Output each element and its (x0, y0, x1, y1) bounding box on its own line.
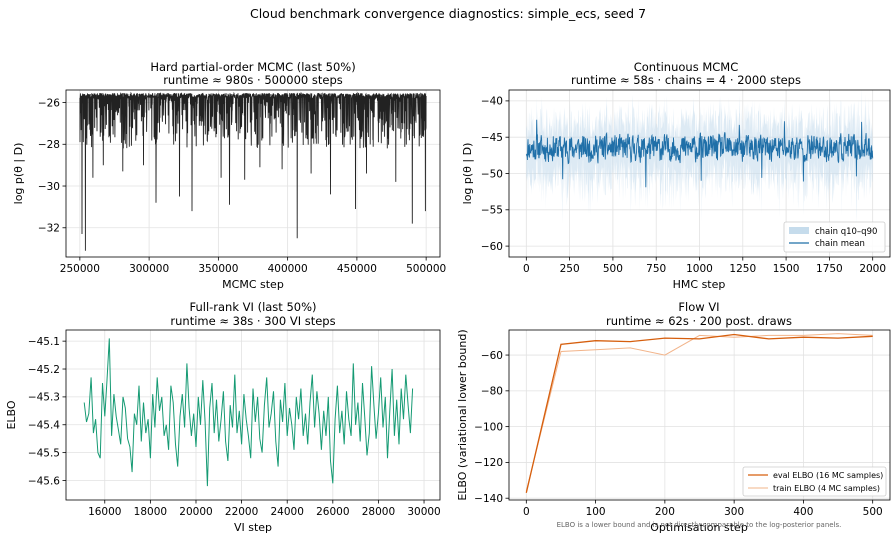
legend-label-eval: eval ELBO (16 MC samples) (773, 471, 883, 480)
mcmc-trace-line (79, 91, 427, 251)
chain-mean-line (525, 119, 874, 188)
x-tick-label: 200 (655, 506, 675, 518)
panel2-title-line2: runtime ≈ 58s · chains = 4 · 2000 steps (571, 73, 801, 87)
x-tick-label: 450000 (337, 263, 377, 275)
x-tick-label: 24000 (271, 506, 304, 518)
panel2-legend-box (783, 221, 886, 253)
x-tick-label: 300000 (129, 263, 169, 275)
x-tick-label: 1500 (773, 263, 800, 275)
y-tick-label: −60 (481, 241, 503, 253)
y-tick-label: −120 (474, 457, 503, 469)
train-elbo-line (525, 333, 873, 492)
legend-label-band: chain q10–q90 (815, 227, 877, 237)
panel2-ylabel: log p(θ | D) (461, 143, 474, 205)
panel4-legend: eval ELBO (16 MC samples) train ELBO (4 … (742, 466, 887, 497)
y-tick-label: −45.4 (28, 420, 60, 432)
legend-label-train: train ELBO (4 MC samples) (773, 484, 880, 493)
y-tick-label: −140 (474, 493, 503, 505)
panel1-title-line2: runtime ≈ 980s · 500000 steps (163, 73, 343, 87)
x-tick-label: 750 (646, 263, 666, 275)
panel2-plot-frame (508, 89, 891, 258)
panel-hard-mcmc: Hard partial-order MCMC (last 50%) runti… (12, 60, 446, 291)
panel3-xlabel: VI step (234, 521, 272, 534)
y-tick-label: −80 (481, 386, 503, 398)
figure-suptitle: Cloud benchmark convergence diagnostics:… (250, 6, 646, 21)
panel-fullrank-vi: Full-rank VI (last 50%) runtime ≈ 38s · … (5, 300, 441, 534)
figure-footnote: ELBO is a lower bound and is not directl… (557, 521, 842, 529)
y-tick-label: −50 (481, 168, 503, 180)
panel2-title-line1: Continuous MCMC (634, 60, 739, 74)
eval-elbo-line (525, 333, 873, 493)
x-tick-label: 28000 (362, 506, 395, 518)
x-tick-label: 100 (586, 506, 606, 518)
y-tick-label: −60 (481, 350, 503, 362)
x-tick-label: 16000 (88, 506, 121, 518)
y-tick-label: −45.5 (28, 447, 60, 459)
y-tick-label: −45.1 (28, 336, 60, 348)
y-tick-label: −55 (481, 205, 503, 217)
x-tick-label: 22000 (225, 506, 258, 518)
panel1-plot-frame (65, 89, 441, 258)
panel-continuous-mcmc: Continuous MCMC runtime ≈ 58s · chains =… (461, 60, 891, 291)
panel4-plot-frame (508, 329, 891, 501)
panel-flow-vi: Flow VI runtime ≈ 62s · 200 post. draws … (456, 300, 891, 534)
chain-quantile-band (526, 90, 873, 225)
panel4-ylabel: ELBO (variational lower bound) (456, 329, 469, 500)
x-tick-label: 250 (560, 263, 580, 275)
y-tick-label: −100 (474, 421, 503, 433)
vi-elbo-line (83, 338, 414, 487)
y-tick-label: −26 (38, 97, 60, 109)
y-tick-label: −45 (481, 132, 503, 144)
panel3-title-line2: runtime ≈ 38s · 300 VI steps (170, 314, 335, 328)
x-tick-label: 400000 (268, 263, 308, 275)
y-tick-label: −45.2 (28, 364, 60, 376)
panel2-xlabel: HMC step (673, 278, 726, 291)
x-tick-label: 1000 (686, 263, 713, 275)
panel1-xlabel: MCMC step (222, 278, 284, 291)
panel4-title-line1: Flow VI (678, 300, 719, 314)
y-tick-label: −40 (481, 96, 503, 108)
x-tick-label: 500 (863, 506, 883, 518)
panel3-title-line1: Full-rank VI (last 50%) (189, 300, 316, 314)
x-tick-label: 0 (523, 506, 530, 518)
panel3-plot-frame (65, 329, 441, 501)
x-tick-label: 26000 (316, 506, 349, 518)
panel4-legend-box (742, 466, 887, 497)
x-tick-label: 500 (603, 263, 623, 275)
panel2-legend: chain q10–q90 chain mean (783, 221, 886, 253)
x-tick-label: 300 (724, 506, 744, 518)
legend-label-mean: chain mean (815, 239, 865, 249)
panel1-title-line1: Hard partial-order MCMC (last 50%) (150, 60, 355, 74)
panel1-ylabel: log p(θ | D) (12, 143, 25, 205)
x-tick-label: 0 (523, 263, 530, 275)
x-tick-label: 1250 (729, 263, 756, 275)
panel4-xlabel: Optimisation step (650, 521, 748, 534)
panel4-title-line2: runtime ≈ 62s · 200 post. draws (606, 314, 792, 328)
x-tick-label: 250000 (60, 263, 100, 275)
legend-swatch-band (789, 227, 809, 234)
x-tick-label: 30000 (407, 506, 440, 518)
y-tick-label: −32 (38, 223, 60, 235)
x-tick-label: 1750 (816, 263, 843, 275)
x-tick-label: 400 (793, 506, 813, 518)
x-tick-label: 20000 (179, 506, 212, 518)
x-tick-label: 350000 (198, 263, 238, 275)
x-tick-label: 18000 (134, 506, 167, 518)
x-tick-label: 500000 (406, 263, 446, 275)
y-tick-label: −45.6 (28, 475, 60, 487)
x-tick-label: 2000 (859, 263, 886, 275)
y-tick-label: −45.3 (28, 392, 60, 404)
y-tick-label: −28 (38, 139, 60, 151)
y-tick-label: −30 (38, 181, 60, 193)
panel3-ylabel: ELBO (5, 400, 18, 429)
